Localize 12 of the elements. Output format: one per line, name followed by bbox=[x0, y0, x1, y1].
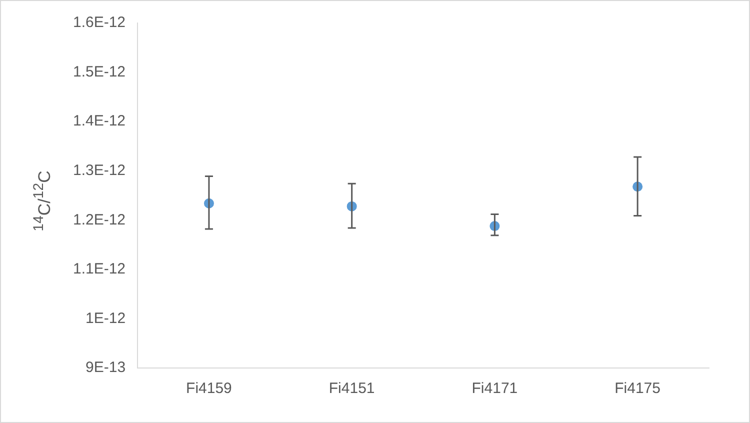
y-tick-label: 1E-12 bbox=[86, 310, 126, 327]
y-tick-label: 1.1E-12 bbox=[72, 260, 126, 278]
y-tick-label: 1.3E-12 bbox=[72, 162, 126, 179]
x-tick-label: Fi4171 bbox=[472, 380, 518, 398]
y-tick-label: 1.4E-12 bbox=[72, 112, 126, 130]
y-tick-label: 1.5E-12 bbox=[72, 63, 126, 80]
x-tick-label: Fi4159 bbox=[186, 380, 232, 398]
x-tick-label: Fi4151 bbox=[328, 380, 375, 398]
x-tick-label: Fi4175 bbox=[614, 380, 661, 398]
y-tick-label: 9E-13 bbox=[86, 359, 126, 376]
y-tick-label: 1.2E-12 bbox=[72, 211, 126, 228]
y-tick-label: 1.6E-12 bbox=[72, 14, 126, 32]
